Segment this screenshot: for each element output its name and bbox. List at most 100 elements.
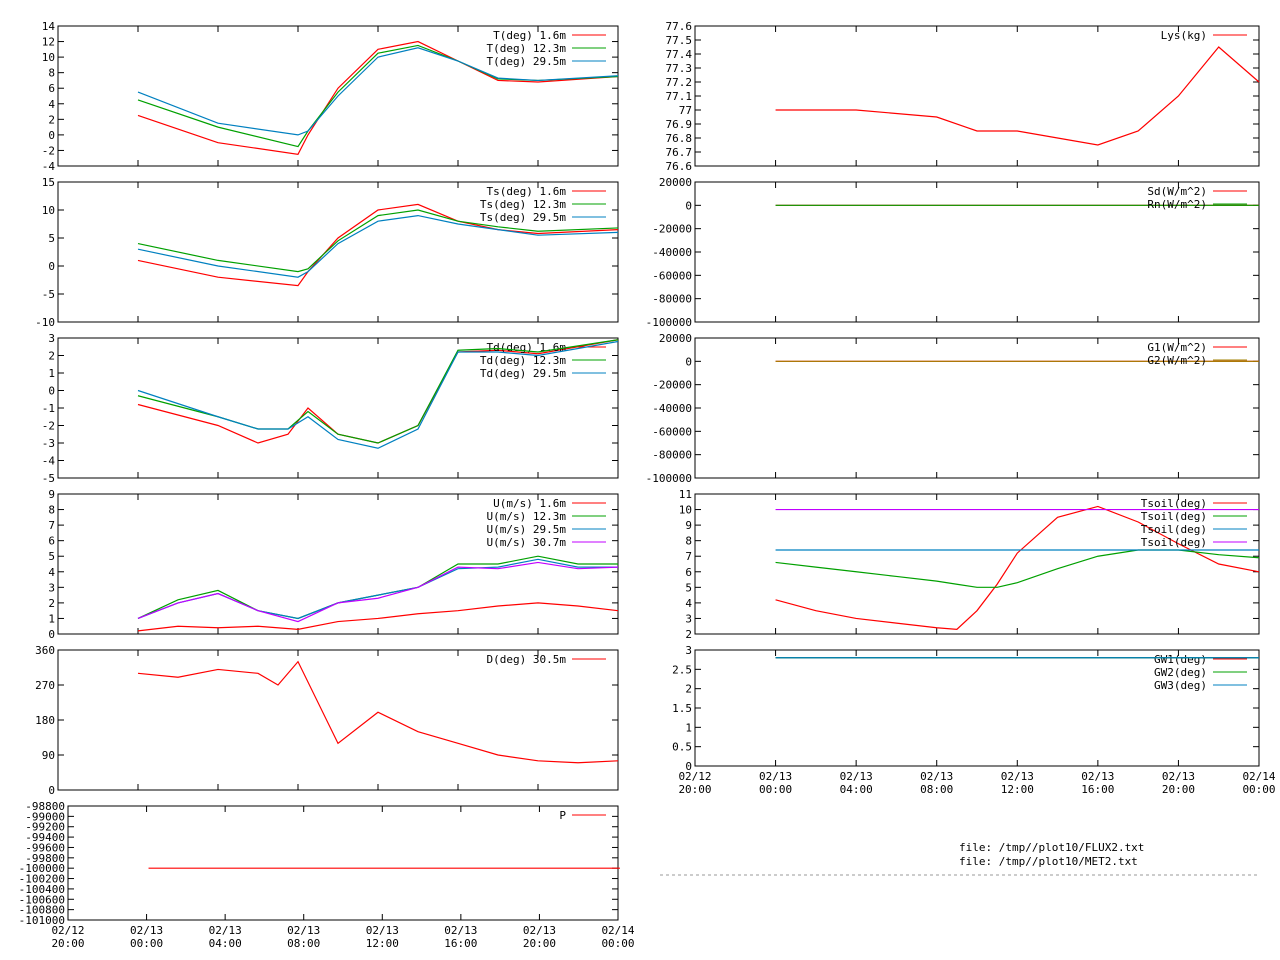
series-line-tsoil-1 xyxy=(776,550,1259,587)
y-tick-label: 15 xyxy=(42,176,55,189)
y-tick-label: 12 xyxy=(42,36,55,49)
x-tick-label-time: 00:00 xyxy=(601,937,634,950)
y-tick-label: 2 xyxy=(685,628,692,641)
y-tick-label: 0 xyxy=(685,355,692,368)
y-tick-label: -40000 xyxy=(652,246,692,259)
y-tick-label: 2.5 xyxy=(672,663,692,676)
legend-label: GW3(deg) xyxy=(1154,679,1207,692)
x-tick-label-time: 12:00 xyxy=(366,937,399,950)
y-tick-label: -1 xyxy=(42,402,55,415)
x-tick-label-date: 02/14 xyxy=(1242,770,1275,783)
x-tick-label-date: 02/13 xyxy=(920,770,953,783)
y-tick-label: 9 xyxy=(48,488,55,501)
y-tick-label: 360 xyxy=(35,644,55,657)
x-tick-label-date: 02/13 xyxy=(523,924,556,937)
y-tick-label: -98800 xyxy=(25,800,65,813)
y-tick-label: 3 xyxy=(685,612,692,625)
y-tick-label: 4 xyxy=(48,98,55,111)
y-tick-label: 5 xyxy=(48,232,55,245)
legend-label: D(deg) 30.5m xyxy=(487,653,567,666)
y-tick-label: 180 xyxy=(35,714,55,727)
x-tick-label-time: 08:00 xyxy=(287,937,320,950)
y-tick-label: 10 xyxy=(42,204,55,217)
legend-label: G2(W/m^2) xyxy=(1147,354,1207,367)
y-tick-label: 3 xyxy=(685,644,692,657)
y-tick-label: 10 xyxy=(679,504,692,517)
y-tick-label: 77.3 xyxy=(666,62,693,75)
legend-label: Rn(W/m^2) xyxy=(1147,198,1207,211)
y-tick-label: 3 xyxy=(48,332,55,345)
x-tick-label-date: 02/12 xyxy=(678,770,711,783)
panel-tsoil: 234567891011Tsoil(deg)Tsoil(deg)Tsoil(de… xyxy=(679,488,1259,641)
y-tick-label: 0 xyxy=(685,199,692,212)
x-tick-label-time: 16:00 xyxy=(444,937,477,950)
panel-p: -101000-100800-100600-100400-100200-1000… xyxy=(19,800,635,950)
y-tick-label: 8 xyxy=(685,535,692,548)
y-tick-label: -40000 xyxy=(652,402,692,415)
y-tick-label: -2 xyxy=(42,420,55,433)
y-tick-label: -60000 xyxy=(652,269,692,282)
y-tick-label: -100000 xyxy=(646,472,692,485)
legend-label: Tsoil(deg) xyxy=(1141,536,1207,549)
y-tick-label: 76.9 xyxy=(666,118,693,131)
y-tick-label: 6 xyxy=(685,566,692,579)
x-tick-label-date: 02/13 xyxy=(287,924,320,937)
y-tick-label: 8 xyxy=(48,67,55,80)
y-tick-label: -20000 xyxy=(652,379,692,392)
y-tick-label: 4 xyxy=(48,566,55,579)
legend-label: Tsoil(deg) xyxy=(1141,523,1207,536)
x-tick-label-date: 02/13 xyxy=(1001,770,1034,783)
x-tick-label-time: 08:00 xyxy=(920,783,953,796)
x-tick-label-date: 02/13 xyxy=(840,770,873,783)
panel-lys: 76.676.776.876.97777.177.277.377.477.577… xyxy=(666,20,1260,173)
y-tick-label: -100000 xyxy=(646,316,692,329)
y-tick-label: 7 xyxy=(48,519,55,532)
y-tick-label: 77.1 xyxy=(666,90,693,103)
series-line-u-1 xyxy=(138,556,618,618)
y-tick-label: 1 xyxy=(48,612,55,625)
y-tick-label: 6 xyxy=(48,535,55,548)
y-tick-label: 0 xyxy=(48,385,55,398)
legend-label: U(m/s) 29.5m xyxy=(487,523,567,536)
y-tick-label: 1.5 xyxy=(672,702,692,715)
legend-label: Ts(deg) 12.3m xyxy=(480,198,566,211)
legend-label: P xyxy=(559,809,566,822)
x-tick-label-time: 00:00 xyxy=(1242,783,1275,796)
y-tick-label: 1 xyxy=(48,367,55,380)
y-tick-label: 2 xyxy=(48,113,55,126)
legend-label: Lys(kg) xyxy=(1161,29,1207,42)
legend-label: Ts(deg) 1.6m xyxy=(487,185,567,198)
legend-label: U(m/s) 1.6m xyxy=(493,497,566,510)
y-tick-label: 1 xyxy=(685,721,692,734)
y-tick-label: 7 xyxy=(685,550,692,563)
x-tick-label-date: 02/13 xyxy=(366,924,399,937)
panel-u: 0123456789U(m/s) 1.6mU(m/s) 12.3mU(m/s) … xyxy=(48,488,618,641)
x-tick-label-time: 00:00 xyxy=(130,937,163,950)
plot-frame xyxy=(68,806,618,920)
panel-gw: 00.511.522.5302/1220:0002/1300:0002/1304… xyxy=(672,644,1276,796)
y-tick-label: 4 xyxy=(685,597,692,610)
x-tick-label-time: 20:00 xyxy=(51,937,84,950)
y-tick-label: -80000 xyxy=(652,449,692,462)
x-tick-label-time: 04:00 xyxy=(209,937,242,950)
y-tick-label: 2 xyxy=(48,350,55,363)
plot-frame xyxy=(695,26,1259,166)
y-tick-label: -4 xyxy=(42,455,56,468)
y-tick-label: -60000 xyxy=(652,425,692,438)
series-line-lys-0 xyxy=(776,47,1259,145)
y-tick-label: 2 xyxy=(685,683,692,696)
series-line-u-0 xyxy=(138,603,618,631)
y-tick-label: 20000 xyxy=(659,332,692,345)
panel-t: -4 -2 0 2 4 6 8 10 12 14 T(deg) 1.6mT(deg) 12.3mT(… xyxy=(42,20,618,173)
dashboard-canvas: file: /tmp//plot10/FLUX2.txt file: /tmp/… xyxy=(0,0,1280,960)
y-tick-label: 20000 xyxy=(659,176,692,189)
y-tick-label: 3 xyxy=(48,581,55,594)
y-tick-label: 77 xyxy=(679,104,692,117)
plot-frame xyxy=(58,650,618,790)
y-tick-label: 8 xyxy=(48,504,55,517)
x-tick-label-time: 20:00 xyxy=(1162,783,1195,796)
x-tick-label-time: 04:00 xyxy=(840,783,873,796)
x-tick-label-time: 20:00 xyxy=(678,783,711,796)
legend-label: Td(deg) 12.3m xyxy=(480,354,566,367)
